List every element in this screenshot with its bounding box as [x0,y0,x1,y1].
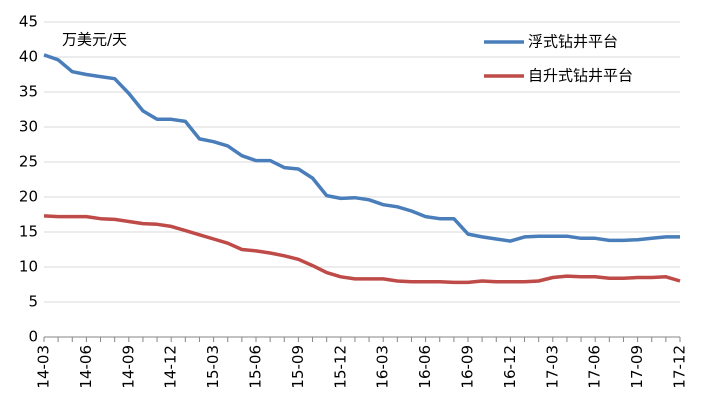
x-tick-label: 16-06 [416,345,434,389]
x-tick-label: 15-12 [331,345,349,389]
legend-label: 自升式钻井平台 [528,67,633,85]
y-tick-label: 45 [19,13,38,31]
line-series [43,53,680,243]
x-tick-label: 17-09 [628,345,646,389]
y-tick-label: 20 [19,188,38,206]
y-tick-label: 5 [28,293,38,311]
x-tick-label: 15-09 [289,345,307,389]
x-tick-label: 14-03 [35,345,53,389]
x-tick-label: 15-06 [247,345,265,389]
y-tick-label: 25 [19,153,38,171]
y-tick-label: 30 [19,118,38,136]
y-tick-label: 10 [19,258,38,276]
y-axis-label: 万美元/天 [62,31,127,49]
x-tick-label: 16-03 [374,345,392,389]
x-tick-label: 14-06 [77,345,95,389]
x-tick-label: 17-12 [671,345,689,389]
legend-label: 浮式钻井平台 [528,33,618,51]
y-tick-label: 15 [19,223,38,241]
x-tick-label: 14-09 [119,345,137,389]
x-tick-label: 15-03 [204,345,222,389]
x-tick-label: 14-12 [162,345,180,389]
y-tick-label: 35 [19,83,38,101]
y-tick-label: 0 [28,328,38,346]
x-tick-label: 17-06 [586,345,604,389]
x-tick-label: 16-12 [501,345,519,389]
line-series [43,214,681,285]
x-tick-label: 16-09 [459,345,477,389]
x-tick-label: 17-03 [543,345,561,389]
y-tick-label: 40 [19,48,38,66]
